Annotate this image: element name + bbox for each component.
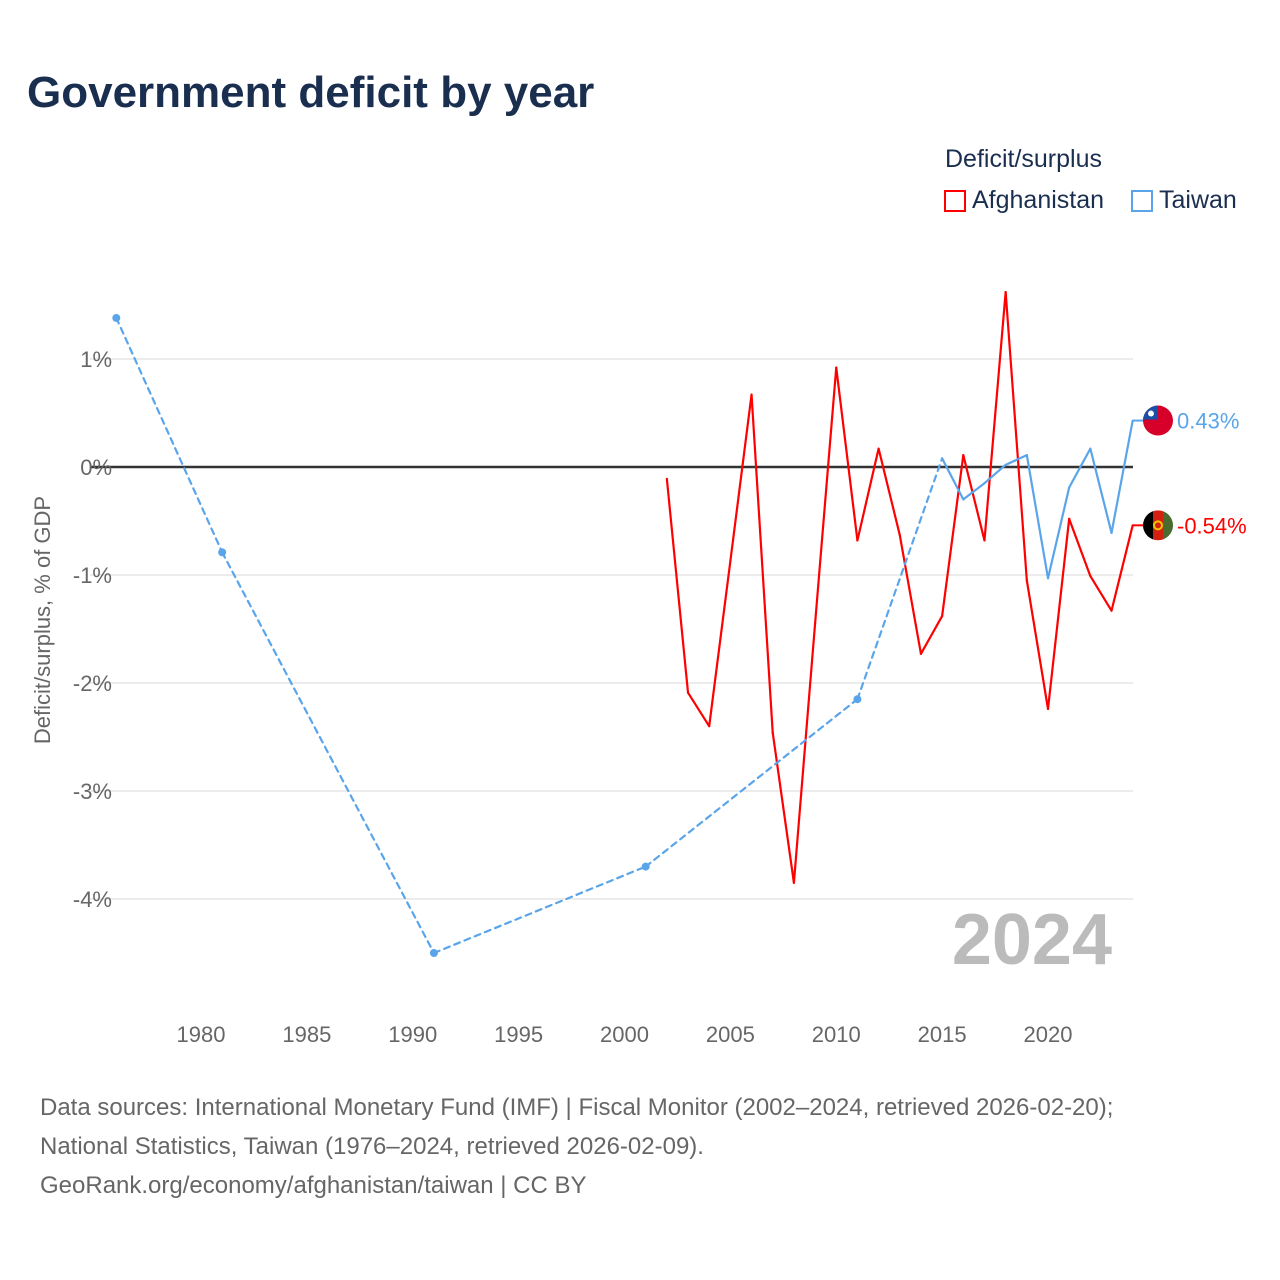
footer-link[interactable]: GeoRank.org/economy/afghanistan/taiwan |… <box>40 1172 587 1199</box>
legend-title: Deficit/surplus <box>945 145 1102 173</box>
series-segment-taiwan <box>115 316 224 554</box>
series-segment-afghanistan <box>686 691 711 728</box>
series-segment-afghanistan <box>877 447 901 537</box>
series-segment-afghanistan <box>1004 290 1028 582</box>
data-point <box>218 548 227 557</box>
y-tick-label: -4% <box>73 887 112 912</box>
series-segment-afghanistan <box>983 290 1007 542</box>
y-axis-label: Deficit/surplus, % of GDP <box>30 496 55 744</box>
series-segment-afghanistan <box>729 393 753 563</box>
series-segment-afghanistan <box>919 614 944 655</box>
footer-line: National Statistics, Taiwan (1976–2024, … <box>40 1133 704 1160</box>
series-segment-afghanistan <box>1068 517 1092 578</box>
x-tick-label: 1985 <box>282 1022 331 1047</box>
end-value-label: 0.43% <box>1177 409 1239 434</box>
y-tick-label: -3% <box>73 779 112 804</box>
series-segment-afghanistan <box>750 393 774 734</box>
page-title: Government deficit by year <box>27 68 595 117</box>
series-segment-taiwan <box>983 463 1007 485</box>
x-tick-label: 2020 <box>1024 1022 1073 1047</box>
x-tick-label: 2015 <box>918 1022 967 1047</box>
series-segment-afghanistan <box>962 454 986 542</box>
footer-line: Data sources: International Monetary Fun… <box>40 1094 1114 1121</box>
series-segment-afghanistan <box>1089 574 1113 612</box>
series-segment-afghanistan <box>941 454 965 618</box>
series-segment-taiwan <box>962 482 986 501</box>
series-segment-afghanistan <box>792 622 817 884</box>
y-tick-label: 1% <box>80 347 112 372</box>
flag-stripe <box>1153 510 1163 541</box>
series-segment-afghanistan <box>898 533 923 655</box>
series-segment-afghanistan <box>708 559 732 728</box>
flag-emblem <box>1153 520 1163 531</box>
series-segment-taiwan <box>1004 454 1028 466</box>
y-tick-label: 0% <box>80 455 112 480</box>
series-segment-taiwan <box>1110 419 1134 534</box>
legend-swatch <box>944 189 966 212</box>
x-tick-label: 2010 <box>812 1022 861 1047</box>
legend-item-afghanistan[interactable]: Afghanistan <box>944 186 1104 215</box>
data-point <box>641 862 650 871</box>
series-segment-afghanistan <box>813 366 838 625</box>
flag-sun <box>1148 410 1154 417</box>
flag-stripe <box>1143 510 1153 541</box>
legend-swatch <box>1131 189 1153 212</box>
data-point <box>112 313 121 322</box>
series-segment-taiwan <box>856 457 944 701</box>
year-label: 2024 <box>952 900 1112 980</box>
series-segment-taiwan <box>432 865 647 955</box>
x-tick-label: 2000 <box>600 1022 649 1047</box>
x-tick-label: 2005 <box>706 1022 755 1047</box>
legend-label: Taiwan <box>1159 186 1237 214</box>
series-segment-afghanistan <box>1110 524 1134 612</box>
series-segment-afghanistan <box>1025 579 1050 711</box>
data-point <box>429 949 438 957</box>
series-segment-taiwan <box>644 698 859 868</box>
y-tick-label: -2% <box>73 671 112 696</box>
y-tick-label: -1% <box>73 563 112 588</box>
footer: Data sources: International Monetary Fun… <box>40 1088 1113 1205</box>
series-segment-taiwan <box>1089 447 1113 534</box>
x-tick-label: 1990 <box>388 1022 437 1047</box>
end-value-label: -0.54% <box>1177 513 1247 538</box>
series-segment-afghanistan <box>771 731 796 884</box>
x-tick-label: 1995 <box>494 1022 543 1047</box>
flag-stripe <box>1163 510 1173 541</box>
x-tick-label: 1980 <box>177 1022 226 1047</box>
series-segment-taiwan <box>1068 447 1092 489</box>
series-segment-afghanistan <box>856 447 880 542</box>
legend-item-taiwan[interactable]: Taiwan <box>1131 186 1237 215</box>
series-segment-afghanistan <box>665 477 690 694</box>
series-segment-taiwan <box>1025 454 1050 580</box>
series-segment-afghanistan <box>1046 517 1071 711</box>
data-point <box>853 695 862 704</box>
series-segment-afghanistan <box>835 366 859 542</box>
series-segment-taiwan <box>941 457 965 501</box>
series-segment-taiwan <box>221 551 436 955</box>
legend-label: Afghanistan <box>972 186 1105 214</box>
series-segment-taiwan <box>1046 486 1071 580</box>
